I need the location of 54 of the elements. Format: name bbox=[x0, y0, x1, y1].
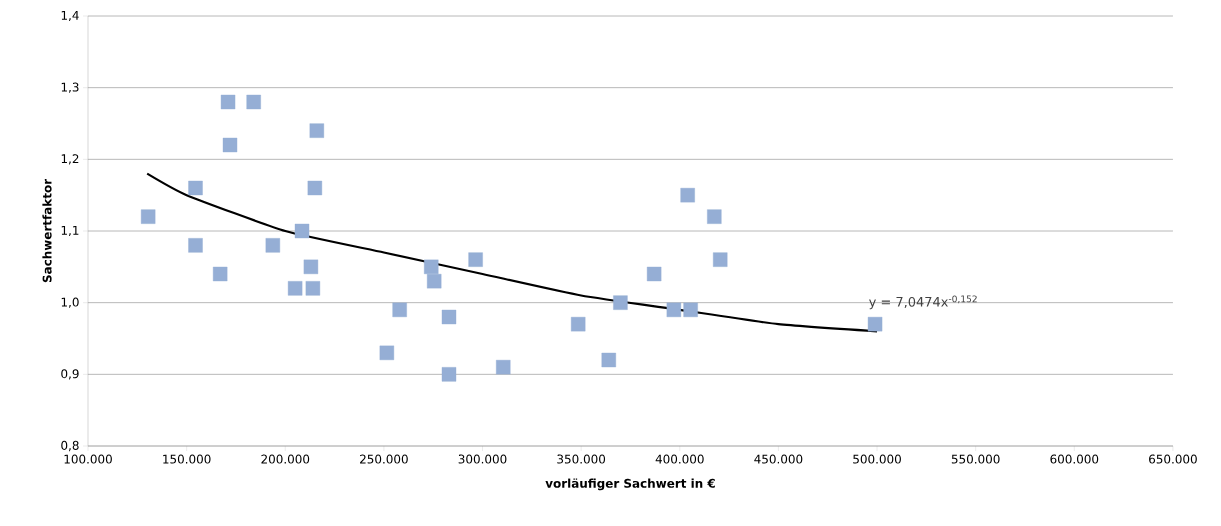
x-tick-label: 500.000 bbox=[853, 454, 901, 464]
point bbox=[867, 316, 883, 332]
y-tick-label: 1,2 bbox=[61, 154, 79, 165]
point bbox=[613, 295, 628, 310]
y-tick-label: 0,8 bbox=[61, 440, 79, 452]
point bbox=[666, 302, 682, 318]
x-tick-label: 400.000 bbox=[655, 454, 704, 464]
y-tick-label: 0,9 bbox=[61, 369, 79, 380]
y-tick-label: 1,0 bbox=[61, 297, 79, 308]
point bbox=[707, 209, 722, 224]
point bbox=[441, 367, 457, 382]
point bbox=[309, 123, 325, 138]
point bbox=[379, 345, 395, 361]
point bbox=[212, 266, 228, 282]
point bbox=[140, 209, 156, 224]
point bbox=[265, 238, 281, 253]
point bbox=[427, 273, 442, 289]
x-tick-label: 300.000 bbox=[458, 454, 507, 464]
y-tick-label: 1,1 bbox=[61, 225, 79, 237]
x-tick-label: 650.000 bbox=[1149, 454, 1197, 464]
point bbox=[680, 187, 695, 203]
point bbox=[303, 259, 319, 275]
annotation: y = 7,0474x$^{-0,152}$ bbox=[869, 295, 977, 310]
point bbox=[424, 259, 439, 275]
y-tick-label: 1,4 bbox=[61, 10, 79, 22]
x-tick-label: 250.000 bbox=[360, 454, 408, 464]
point bbox=[246, 94, 261, 110]
point bbox=[683, 302, 698, 318]
y-axis-title: Sachwertfaktor bbox=[42, 178, 52, 283]
point bbox=[305, 281, 321, 296]
point bbox=[713, 252, 728, 267]
point bbox=[496, 359, 511, 375]
point bbox=[571, 316, 586, 332]
y-tick-label: 1,3 bbox=[61, 82, 79, 93]
point bbox=[222, 137, 238, 153]
point bbox=[441, 309, 457, 325]
x-tick-label: 600.000 bbox=[1050, 454, 1099, 464]
point bbox=[468, 252, 483, 267]
point bbox=[392, 302, 407, 318]
point bbox=[307, 180, 323, 196]
point bbox=[188, 238, 203, 253]
point bbox=[220, 94, 236, 110]
point bbox=[287, 281, 303, 296]
x-tick-label: 550.000 bbox=[951, 454, 1000, 464]
point bbox=[601, 352, 616, 368]
x-tick-label: 200.000 bbox=[261, 454, 310, 464]
x-tick-label: 150.000 bbox=[163, 454, 211, 464]
x-tick-label: 450.000 bbox=[754, 454, 803, 464]
point bbox=[294, 223, 310, 239]
x-tick-label: 100.000 bbox=[64, 454, 112, 464]
point bbox=[188, 180, 203, 196]
x-tick-label: 350.000 bbox=[557, 454, 606, 464]
point bbox=[646, 266, 662, 282]
x-axis-title: vorläufiger Sachwert in € bbox=[545, 478, 715, 491]
